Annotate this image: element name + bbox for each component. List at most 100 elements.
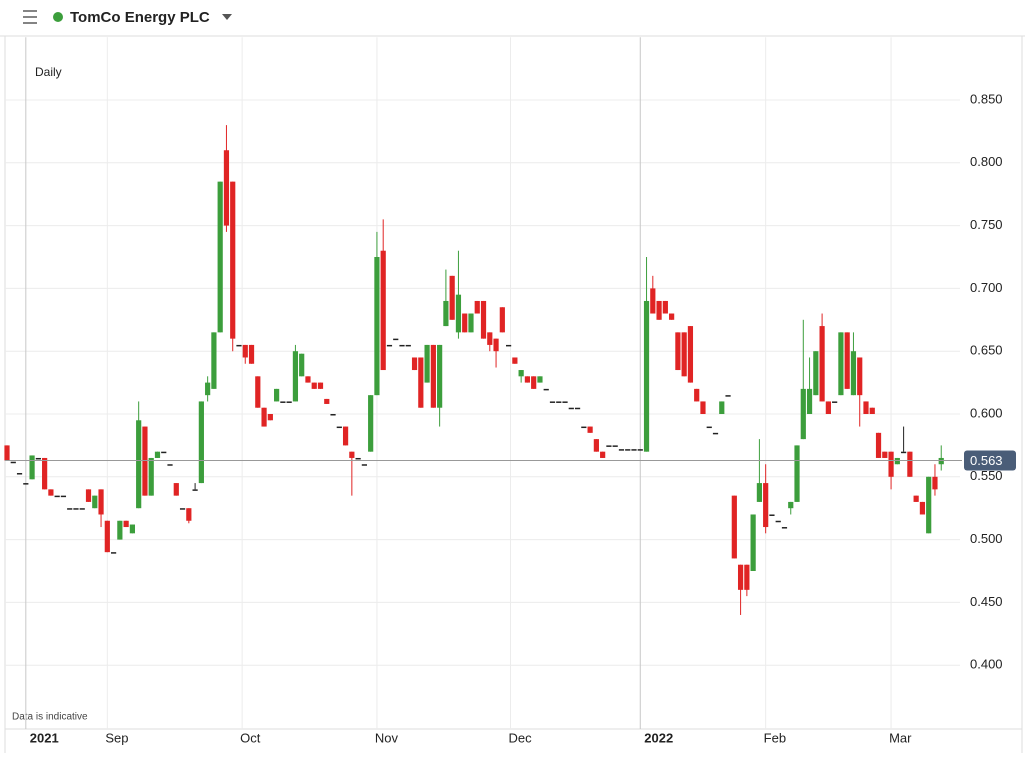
- candle-body: [863, 401, 869, 414]
- candle-body: [374, 257, 380, 396]
- candle-body: [499, 307, 505, 333]
- candle-body: [656, 300, 662, 320]
- menu-icon[interactable]: [23, 10, 37, 24]
- dropdown-caret[interactable]: [222, 14, 232, 20]
- candle-body: [437, 344, 443, 408]
- candle-body: [568, 407, 574, 410]
- candle-body: [462, 313, 468, 333]
- candle-body: [518, 370, 524, 377]
- candle-body: [687, 326, 694, 383]
- candle-body: [882, 451, 888, 458]
- candle-body: [712, 432, 719, 435]
- status-dot: [53, 12, 63, 22]
- candle-body: [73, 508, 79, 510]
- candle-body: [311, 382, 317, 389]
- candle-body: [832, 401, 838, 403]
- candle-body: [198, 401, 204, 484]
- candle-body: [681, 332, 687, 377]
- candle-body: [393, 338, 399, 341]
- candle-body: [42, 457, 48, 490]
- candle-body: [838, 332, 844, 396]
- candle-body: [380, 250, 386, 371]
- candle-body: [16, 473, 23, 475]
- candle-body: [531, 376, 537, 389]
- y-tick-label: 0.800: [970, 154, 1003, 169]
- candle-body: [788, 501, 794, 509]
- candle-body: [669, 313, 675, 320]
- candle-body: [167, 464, 173, 466]
- candle-body: [593, 439, 599, 452]
- candle-body: [506, 344, 512, 347]
- candle-body: [512, 357, 518, 364]
- candle-body: [411, 357, 418, 371]
- candle-body: [581, 426, 587, 429]
- candle-body: [600, 451, 606, 458]
- candle-body: [10, 461, 16, 464]
- candle-body: [549, 401, 556, 403]
- candle-body: [894, 457, 900, 465]
- candle-body: [317, 382, 324, 389]
- candle-body: [932, 476, 938, 490]
- candle-body: [938, 457, 944, 465]
- plot: 0.400 0.450 0.500 0.550 0.600 0.650 0.700 0.750…: [4, 37, 1016, 745]
- candle-body: [179, 508, 186, 510]
- x-tick-label: 2022: [644, 730, 673, 745]
- instrument-title[interactable]: TomCo Energy PLC: [70, 9, 210, 26]
- candle-body: [35, 457, 41, 460]
- candle-body: [117, 520, 123, 540]
- candle-body: [543, 388, 549, 391]
- candle-body: [480, 300, 487, 339]
- candle-body: [286, 401, 292, 403]
- candle-body: [361, 464, 367, 466]
- x-tick-label: Dec: [508, 730, 532, 745]
- candle-body: [725, 395, 731, 397]
- y-tick-label: 0.700: [970, 280, 1003, 295]
- candle-body: [775, 520, 781, 523]
- candle-body: [587, 426, 593, 433]
- y-tick-label: 0.400: [970, 657, 1003, 672]
- candle-body: [430, 344, 436, 408]
- candle-body: [129, 524, 135, 534]
- candle-body: [4, 445, 10, 461]
- candle-body: [455, 294, 462, 333]
- candle-body: [487, 332, 493, 345]
- candle-body: [267, 414, 273, 421]
- candle-body: [173, 483, 179, 496]
- candle-body: [29, 455, 35, 480]
- candle-body: [418, 357, 424, 408]
- candle-body: [386, 344, 393, 347]
- candle-body: [493, 338, 499, 352]
- candle-body: [574, 407, 581, 410]
- candle-body: [468, 313, 474, 333]
- candle-body: [650, 288, 656, 314]
- candle-body: [399, 344, 405, 347]
- candle-body: [443, 300, 449, 327]
- candle-body: [612, 445, 618, 447]
- x-tick-label: 2021: [30, 730, 59, 745]
- candle-body: [336, 426, 342, 429]
- last-price-label: 0.563: [970, 453, 1003, 468]
- candle-body: [631, 449, 637, 451]
- candle-body: [324, 398, 330, 404]
- candle-body: [524, 376, 531, 383]
- candle-body: [869, 407, 875, 414]
- period-label: Daily: [35, 65, 62, 79]
- candle-body: [913, 495, 919, 502]
- candle-body: [405, 344, 411, 347]
- candle-body: [763, 483, 769, 528]
- candle-body: [637, 449, 643, 451]
- x-tick-label: Mar: [889, 730, 912, 745]
- y-tick-label: 0.750: [970, 217, 1003, 232]
- candle-body: [79, 508, 85, 510]
- candle-body: [424, 344, 430, 383]
- candle-body: [186, 508, 192, 521]
- candle-body: [618, 449, 625, 451]
- candle-body: [474, 300, 480, 314]
- candle-body: [706, 426, 712, 429]
- candle-body: [368, 395, 374, 452]
- candle-body: [148, 457, 154, 496]
- candle-body: [781, 527, 788, 529]
- candle-body: [844, 332, 850, 389]
- disclaimer: Data is indicative: [12, 712, 88, 723]
